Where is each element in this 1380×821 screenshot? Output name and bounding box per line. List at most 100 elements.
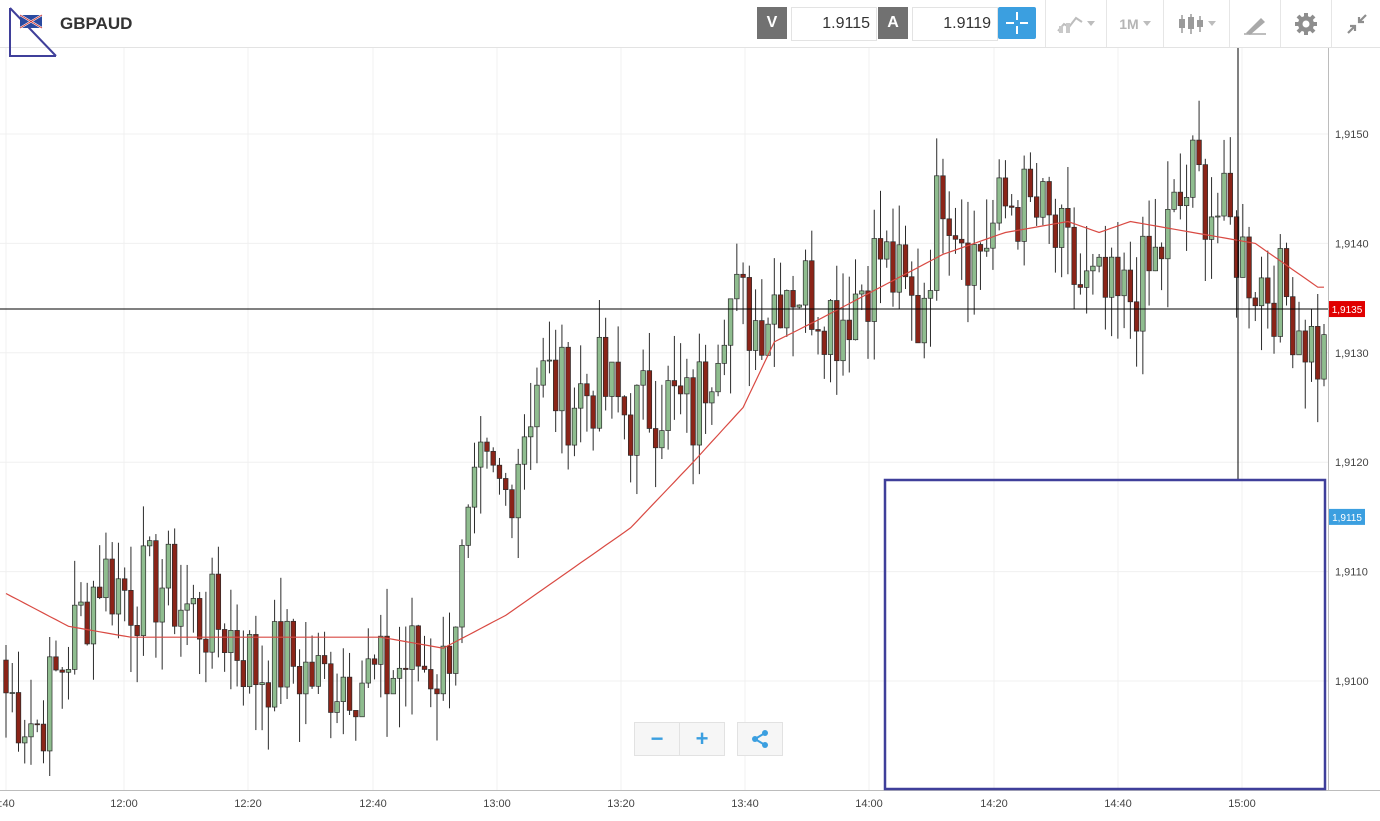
candle: [78, 601, 84, 606]
candle: [1215, 215, 1221, 218]
candle: [1065, 208, 1071, 228]
timeframe-button[interactable]: 1M: [1106, 0, 1163, 47]
candle: [172, 543, 178, 627]
candle: [109, 558, 115, 615]
candle: [159, 587, 165, 623]
x-tick-label: 11:40: [0, 798, 15, 810]
indicator-button[interactable]: [1045, 0, 1106, 47]
candle: [1071, 226, 1077, 285]
highlight-frame: [883, 478, 1327, 791]
candle: [702, 361, 709, 404]
candle: [1277, 248, 1283, 337]
zoom-in-button[interactable]: +: [680, 722, 725, 756]
candle: [453, 626, 459, 674]
share-button[interactable]: [737, 722, 783, 756]
candle: [940, 175, 946, 220]
chart-toolbar: GBPAUD V 1.9115 A 1.9119 1M: [0, 0, 1380, 57]
x-tick-label: 13:40: [731, 798, 759, 810]
candle: [134, 625, 140, 636]
candle: [3, 659, 9, 694]
candle: [715, 362, 721, 393]
candle-type-button[interactable]: [1163, 0, 1229, 47]
candle: [165, 543, 172, 589]
candle: [677, 385, 684, 395]
candle: [671, 380, 678, 387]
candle: [153, 540, 159, 623]
candle: [496, 464, 503, 479]
chevron-down-icon: [1207, 21, 1216, 26]
candle: [578, 383, 584, 409]
candle: [321, 655, 328, 665]
candle: [896, 244, 902, 293]
candle: [84, 601, 90, 645]
candle: [446, 645, 453, 674]
x-tick-label: 14:20: [980, 798, 1008, 810]
candle: [259, 682, 265, 686]
ask-price[interactable]: 1.9119: [912, 7, 998, 41]
candle: [203, 638, 209, 653]
y-tick-label: 1,9150: [1335, 129, 1369, 141]
bid-price[interactable]: 1.9115: [791, 7, 877, 41]
candle: [534, 384, 540, 428]
zoom-out-button[interactable]: −: [634, 722, 680, 756]
candle: [215, 573, 222, 630]
drawing-button[interactable]: [1229, 0, 1280, 47]
collapse-icon: [1346, 13, 1367, 34]
candle: [1002, 177, 1009, 207]
candle: [434, 688, 440, 695]
y-tick-label: 1,9130: [1335, 348, 1369, 360]
candle: [915, 294, 921, 344]
candle: [1077, 284, 1084, 288]
candle: [178, 609, 184, 627]
candle: [859, 290, 865, 295]
candle: [484, 441, 490, 452]
candle: [509, 489, 515, 519]
candle: [1165, 208, 1171, 260]
share-icon: [752, 730, 768, 748]
candle: [871, 238, 877, 322]
candle: [696, 361, 703, 446]
candle: [890, 241, 896, 293]
candle: [759, 320, 765, 356]
candle: [652, 428, 659, 449]
candle: [1058, 208, 1065, 248]
candle: [684, 377, 690, 395]
candle: [621, 396, 628, 416]
candle: [284, 620, 290, 688]
candle: [1046, 181, 1052, 216]
bid-price-badge: [1329, 508, 1365, 525]
candle: [528, 426, 534, 438]
candle: [309, 661, 315, 687]
candle: [1140, 235, 1146, 332]
candle: [559, 346, 565, 412]
candle: [740, 273, 746, 278]
price-chart[interactable]: 1,9100 1,9110 1,9120 1,9130 1,9140 1,9150 11:4…: [0, 48, 1380, 821]
crosshair-button[interactable]: [998, 7, 1036, 39]
x-tick-label: 13:00: [483, 798, 511, 810]
candle: [1240, 236, 1246, 278]
candle: [971, 244, 977, 286]
chevron-down-icon: [1142, 21, 1151, 26]
candle: [1133, 301, 1140, 332]
candle: [378, 635, 384, 665]
candle: [846, 319, 852, 341]
candle: [459, 544, 465, 628]
candle: [884, 241, 890, 260]
timeframe-label: 1M: [1119, 15, 1139, 32]
candle: [1208, 216, 1215, 240]
candle: [1083, 270, 1090, 288]
candle: [1265, 277, 1271, 304]
candle: [97, 586, 103, 599]
candle: [296, 666, 303, 695]
candle: [1271, 302, 1277, 337]
y-tick-label: 1,9120: [1335, 457, 1369, 469]
current-price-label: 1,9135: [1332, 305, 1363, 316]
brand-logo: [9, 7, 57, 57]
candle: [1152, 246, 1158, 272]
ask-label: A: [878, 7, 908, 39]
collapse-button[interactable]: [1331, 0, 1380, 47]
settings-button[interactable]: [1280, 0, 1331, 47]
candle: [1202, 164, 1208, 240]
drawing-icon: [1244, 17, 1266, 35]
candle: [115, 578, 122, 615]
